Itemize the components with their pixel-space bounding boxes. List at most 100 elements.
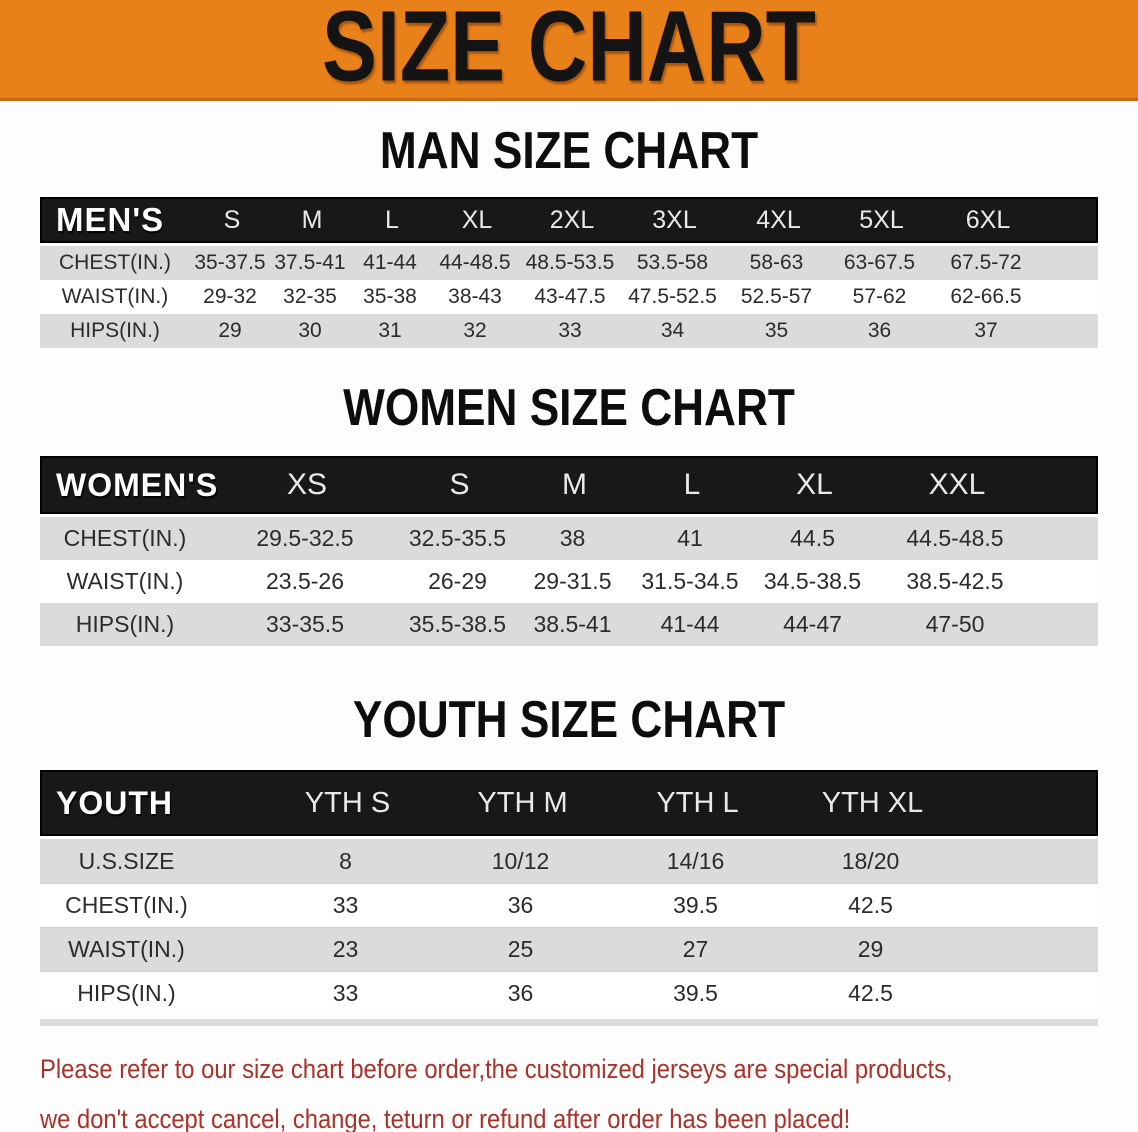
- size-value: 58-63: [749, 251, 804, 274]
- size-value: 25: [507, 936, 534, 962]
- size-value: 42.5: [848, 892, 893, 918]
- size-value: 35.5-38.5: [408, 611, 507, 637]
- youth-size-section: YOUTH SIZE CHART YOUTH YTH S YTH M YTH L YTH…: [0, 692, 1138, 1026]
- row-label: WAIST(IN.): [61, 285, 169, 308]
- size-value: 44-48.5: [439, 251, 511, 274]
- measurement-row: WAIST(IN.) 29-32 32-35 35-38 38-43 43-47.5 47.…: [40, 280, 1098, 314]
- size-value: 38-43: [448, 285, 502, 308]
- size-value: 32.5-35.5: [408, 525, 507, 551]
- size-value: 29: [857, 936, 884, 962]
- row-label: U.S.SIZE: [78, 847, 175, 874]
- youth-table-rows: U.S.SIZE 8 10/12 14/16 18/20 CHEST(IN.) 33 36 39…: [40, 839, 1098, 1015]
- size-value: 38: [559, 525, 586, 551]
- size-value: 41: [677, 525, 703, 551]
- size-column-header: L: [683, 468, 701, 501]
- size-value: 32-35: [283, 285, 337, 308]
- size-column-header: XL: [796, 468, 833, 501]
- size-value: 44.5: [790, 525, 835, 551]
- measurement-row: CHEST(IN.) 29.5-32.5 32.5-35.5 38 41 44.5 44.5…: [40, 517, 1098, 560]
- size-value: 52.5-57: [740, 285, 813, 308]
- row-label: HIPS(IN.): [75, 611, 175, 637]
- size-column-header: YTH M: [477, 786, 568, 819]
- men-size-table: MEN'S S M L XL 2XL 3XL 4XL 5XL 6XL CHEST(IN.) 35-3…: [40, 197, 1098, 348]
- size-value: 27: [682, 936, 709, 962]
- size-column-header: 6XL: [965, 205, 1011, 234]
- size-value: 31.5-34.5: [641, 568, 739, 594]
- measurement-row: WAIST(IN.) 23 25 27 29: [40, 927, 1098, 971]
- disclaimer: Please refer to our size chart before or…: [40, 1044, 1138, 1132]
- size-value: 47-50: [925, 611, 985, 637]
- size-column-header: 3XL: [652, 205, 697, 234]
- row-label: CHEST(IN.): [59, 251, 171, 274]
- size-value: 14/16: [666, 847, 725, 874]
- men-table-header-bar: MEN'S S M L XL 2XL 3XL 4XL 5XL 6XL: [40, 197, 1098, 243]
- size-value: 41-44: [363, 251, 417, 274]
- youth-chart-heading: YOUTH SIZE CHART: [352, 691, 786, 749]
- measurement-row: HIPS(IN.) 29 30 31 32 33 34 35 36 37: [40, 314, 1098, 348]
- size-value: 33: [558, 319, 582, 342]
- size-value: 35: [764, 319, 789, 342]
- size-value: 39.5: [673, 892, 718, 918]
- row-label: HIPS(IN.): [77, 980, 176, 1006]
- size-value: 29-32: [203, 285, 257, 308]
- size-value: 41-44: [660, 611, 720, 637]
- size-value: 29: [218, 319, 242, 342]
- size-value: 33: [332, 980, 359, 1006]
- size-column-header: YTH L: [656, 786, 739, 819]
- size-column-header: YTH S: [304, 786, 391, 819]
- measurement-row: CHEST(IN.) 35-37.5 37.5-41 41-44 44-48.5 48.5…: [40, 246, 1098, 280]
- size-value: 39.5: [673, 980, 718, 1006]
- size-value: 42.5: [848, 980, 893, 1006]
- size-column-header: S: [223, 205, 241, 234]
- size-value: 35-37.5: [194, 251, 266, 274]
- size-value: 36: [867, 319, 892, 342]
- size-value: 10/12: [491, 847, 550, 874]
- men-size-section: MAN SIZE CHART MEN'S S M L XL 2XL 3XL 4XL 5XL 6XL…: [0, 123, 1138, 348]
- size-column-header: 5XL: [859, 205, 904, 234]
- size-column-header: L: [385, 205, 399, 234]
- size-value: 38.5-42.5: [906, 568, 1004, 594]
- size-value: 62-66.5: [950, 285, 1022, 308]
- size-value: 29.5-32.5: [256, 525, 354, 551]
- size-value: 34: [660, 319, 685, 342]
- measurement-row: WAIST(IN.) 23.5-26 26-29 29-31.5 31.5-34.5 34…: [40, 560, 1098, 603]
- women-chart-heading: WOMEN SIZE CHART: [343, 379, 795, 437]
- size-value: 8: [339, 847, 352, 874]
- size-value: 48.5-53.5: [525, 251, 615, 274]
- size-value: 44.5-48.5: [906, 525, 1004, 551]
- size-value: 33: [332, 892, 359, 918]
- size-value: 30: [298, 319, 322, 342]
- row-label: WAIST(IN.): [68, 936, 185, 962]
- size-column-header: M: [301, 205, 323, 234]
- size-value: 36: [507, 980, 534, 1006]
- size-column-header: M: [562, 468, 587, 501]
- disclaimer-line-1: Please refer to our size chart before or…: [40, 1054, 953, 1084]
- women-size-table: WOMEN'S XS S M L XL XXL CHEST(IN.) 29.5-32.5 32.…: [40, 456, 1098, 646]
- size-value: 67.5-72: [950, 251, 1022, 274]
- men-chart-heading: MAN SIZE CHART: [379, 122, 759, 180]
- row-label: WAIST(IN.): [66, 568, 184, 594]
- youth-table-header-bar: YOUTH YTH S YTH M YTH L YTH XL: [40, 770, 1098, 836]
- measurement-row: U.S.SIZE 8 10/12 14/16 18/20: [40, 839, 1098, 883]
- banner-title: SIZE CHART: [322, 0, 816, 103]
- size-value: 23: [332, 936, 359, 962]
- measurement-row: CHEST(IN.) 33 36 39.5 42.5: [40, 883, 1098, 927]
- size-column-header: XXL: [928, 468, 986, 501]
- women-table-rows: CHEST(IN.) 29.5-32.5 32.5-35.5 38 41 44.5 44.5…: [40, 517, 1098, 646]
- size-value: 18/20: [841, 847, 900, 874]
- measurement-row: HIPS(IN.) 33 36 39.5 42.5: [40, 971, 1098, 1015]
- women-corner-label: WOMEN'S: [56, 466, 219, 503]
- size-column-header: 2XL: [549, 205, 595, 234]
- size-column-header: 4XL: [756, 205, 801, 234]
- size-value: 43-47.5: [534, 285, 606, 308]
- row-label: HIPS(IN.): [70, 319, 160, 342]
- women-table-header-bar: WOMEN'S XS S M L XL XXL: [40, 456, 1098, 514]
- size-value: 32: [463, 319, 487, 342]
- size-value: 53.5-58: [636, 251, 709, 274]
- size-column-header: XL: [461, 205, 493, 234]
- men-corner-label: MEN'S: [56, 201, 165, 238]
- measurement-row: HIPS(IN.) 33-35.5 35.5-38.5 38.5-41 41-44 44-…: [40, 603, 1098, 646]
- size-value: 44-47: [783, 611, 842, 637]
- banner: SIZE CHART: [0, 0, 1138, 101]
- size-value: 37.5-41: [274, 251, 346, 274]
